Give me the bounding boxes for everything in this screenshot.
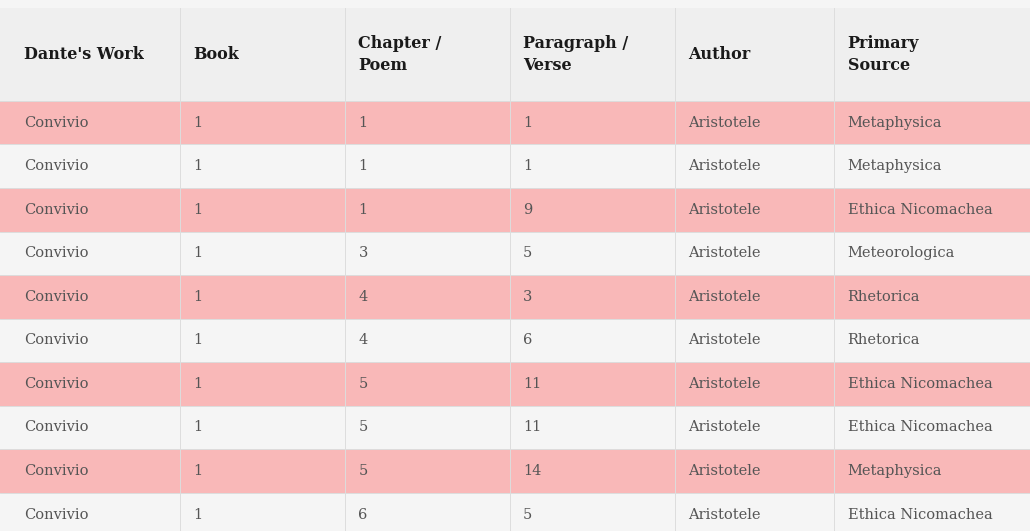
Text: 1: 1 [194,333,203,347]
Bar [0,493,1030,531]
Text: 1: 1 [194,508,203,521]
Text: Chapter /
Poem: Chapter / Poem [358,35,442,74]
Text: 1: 1 [358,159,368,173]
Text: 1: 1 [523,159,533,173]
Text: Metaphysica: Metaphysica [848,116,942,130]
Bar [0,188,1030,232]
Text: Convivio: Convivio [24,464,89,478]
Text: Aristotele: Aristotele [688,464,760,478]
Text: 1: 1 [358,203,368,217]
Text: Paragraph /
Verse: Paragraph / Verse [523,35,628,74]
Text: 5: 5 [358,464,368,478]
Text: Author: Author [688,46,750,63]
Text: 6: 6 [523,333,533,347]
Text: Aristotele: Aristotele [688,421,760,434]
Text: 14: 14 [523,464,542,478]
Text: 9: 9 [523,203,533,217]
Text: Ethica Nicomachea: Ethica Nicomachea [848,203,993,217]
Text: Convivio: Convivio [24,421,89,434]
Bar [0,144,1030,188]
Bar [0,319,1030,362]
Text: 1: 1 [194,464,203,478]
Text: Ethica Nicomachea: Ethica Nicomachea [848,377,993,391]
Text: Ethica Nicomachea: Ethica Nicomachea [848,421,993,434]
Text: 1: 1 [194,203,203,217]
Text: Convivio: Convivio [24,203,89,217]
Text: Aristotele: Aristotele [688,290,760,304]
Text: Aristotele: Aristotele [688,116,760,130]
Text: Convivio: Convivio [24,246,89,260]
Text: Aristotele: Aristotele [688,159,760,173]
Text: Meteorologica: Meteorologica [848,246,955,260]
Text: 1: 1 [358,116,368,130]
Text: Ethica Nicomachea: Ethica Nicomachea [848,508,993,521]
Text: 5: 5 [523,246,533,260]
Bar [0,275,1030,319]
Bar [0,362,1030,406]
Bar [0,449,1030,493]
Text: 1: 1 [194,116,203,130]
Text: 1: 1 [194,246,203,260]
Bar [0,406,1030,449]
Text: 3: 3 [523,290,533,304]
Text: Convivio: Convivio [24,377,89,391]
Text: 1: 1 [194,377,203,391]
Text: 1: 1 [523,116,533,130]
Text: 1: 1 [194,290,203,304]
Text: Convivio: Convivio [24,333,89,347]
Text: 1: 1 [194,159,203,173]
Text: Aristotele: Aristotele [688,203,760,217]
Text: 11: 11 [523,421,542,434]
Text: 5: 5 [358,421,368,434]
Text: 11: 11 [523,377,542,391]
Bar [0,8,1030,101]
Text: Book: Book [194,46,239,63]
Text: Aristotele: Aristotele [688,333,760,347]
Text: 5: 5 [523,508,533,521]
Bar [0,101,1030,144]
Text: Dante's Work: Dante's Work [24,46,143,63]
Text: Aristotele: Aristotele [688,377,760,391]
Text: Convivio: Convivio [24,290,89,304]
Text: 6: 6 [358,508,368,521]
Text: 4: 4 [358,333,368,347]
Text: Rhetorica: Rhetorica [848,290,920,304]
Text: Convivio: Convivio [24,159,89,173]
Text: 3: 3 [358,246,368,260]
Text: Primary
Source: Primary Source [848,35,919,74]
Bar [0,232,1030,275]
Text: 4: 4 [358,290,368,304]
Text: Metaphysica: Metaphysica [848,159,942,173]
Text: Aristotele: Aristotele [688,246,760,260]
Text: 1: 1 [194,421,203,434]
Text: Metaphysica: Metaphysica [848,464,942,478]
Text: Aristotele: Aristotele [688,508,760,521]
Text: Rhetorica: Rhetorica [848,333,920,347]
Text: Convivio: Convivio [24,508,89,521]
Text: Convivio: Convivio [24,116,89,130]
Text: 5: 5 [358,377,368,391]
